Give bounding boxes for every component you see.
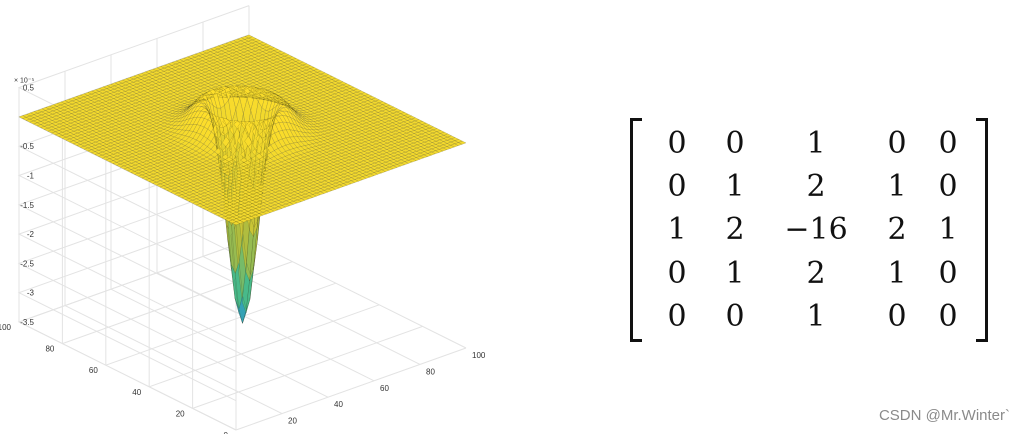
matrix-cell: 1 bbox=[938, 212, 958, 248]
matrix-cell: 1 bbox=[667, 212, 687, 248]
matrix-cell: 0 bbox=[938, 126, 958, 162]
matrix-cell: 0 bbox=[887, 126, 907, 162]
z-tick-label: 0.5 bbox=[23, 84, 35, 93]
x-tick-label: 80 bbox=[426, 367, 435, 376]
z-tick-label: -1 bbox=[27, 172, 35, 181]
x-tick-label: 40 bbox=[334, 400, 343, 409]
matrix-cell: 2 bbox=[806, 169, 826, 205]
matrix-cell: 0 bbox=[667, 126, 687, 162]
matrix-cell: 0 bbox=[667, 298, 687, 334]
z-tick-label: -1.5 bbox=[20, 201, 34, 210]
z-tick-label: -2 bbox=[27, 230, 35, 239]
z-tick-label: -3 bbox=[27, 289, 35, 298]
surface-facet bbox=[458, 140, 467, 145]
matrix-cell: −16 bbox=[784, 212, 848, 248]
y-tick-label: 20 bbox=[176, 409, 185, 418]
z-tick-label: -0.5 bbox=[20, 142, 34, 151]
matrix-right-bracket bbox=[976, 118, 988, 342]
matrix-cell: 0 bbox=[725, 126, 745, 162]
z-exponent-label: × 10⁻⁵ bbox=[14, 78, 35, 85]
floor-grid-line bbox=[192, 325, 423, 409]
floor-grid-line bbox=[105, 282, 336, 366]
matrix-cell: 0 bbox=[725, 298, 745, 334]
y-tick-label: 100 bbox=[0, 323, 12, 332]
matrix-cell: 0 bbox=[667, 255, 687, 291]
floor-grid-line bbox=[62, 261, 293, 345]
matrix-cell: 1 bbox=[725, 169, 745, 205]
matrix-cell: 1 bbox=[887, 169, 907, 205]
y-tick-label: 60 bbox=[89, 366, 98, 375]
wall-grid-line bbox=[17, 210, 250, 402]
y-tick-label: 80 bbox=[45, 345, 54, 354]
matrix-cell: 1 bbox=[806, 126, 826, 162]
y-tick-label: 40 bbox=[132, 388, 141, 397]
matrix-cell: 0 bbox=[938, 169, 958, 205]
matrix-cell: 1 bbox=[725, 255, 745, 291]
x-tick-label: 20 bbox=[288, 417, 297, 426]
matrix-left-bracket bbox=[630, 118, 642, 342]
matrix-cell: 1 bbox=[887, 255, 907, 291]
y-tick-label: 0 bbox=[224, 431, 229, 434]
floor-grid-line bbox=[149, 304, 380, 388]
matrix-cell: 0 bbox=[667, 169, 687, 205]
surface-chart-svg: 0.50-0.5-1-1.5-2-2.5-3-3.5× 10⁻⁵02040608… bbox=[0, 5, 486, 434]
watermark: CSDN @Mr.Winter` bbox=[878, 407, 1010, 424]
floor-grid-line bbox=[248, 239, 467, 349]
wall-grid-line bbox=[17, 180, 250, 372]
floor-grid-line bbox=[110, 288, 329, 398]
x-tick-label: 100 bbox=[472, 351, 486, 360]
kernel-matrix: 0 0 1 0 0 0 1 2 1 0 1 2 −16 2 1 0 1 2 1 0 0 0 1 0 0 bbox=[624, 114, 994, 346]
matrix-grid: 0 0 1 0 0 0 1 2 1 0 1 2 −16 2 1 0 1 2 1 0 0 0 1 0 0 bbox=[648, 122, 970, 338]
surface-plot: 0.50-0.5-1-1.5-2-2.5-3-3.5× 10⁻⁵02040608… bbox=[0, 5, 486, 434]
surface-mesh bbox=[18, 34, 467, 324]
floor-grid-line bbox=[235, 347, 467, 431]
x-tick-label: 60 bbox=[380, 384, 389, 393]
z-tick-label: -2.5 bbox=[20, 259, 34, 268]
matrix-cell: 0 bbox=[887, 298, 907, 334]
matrix-cell: 2 bbox=[725, 212, 745, 248]
wall-grid-line bbox=[17, 239, 250, 431]
matrix-cell: 0 bbox=[938, 255, 958, 291]
matrix-cell: 1 bbox=[806, 298, 826, 334]
matrix-cell: 0 bbox=[938, 298, 958, 334]
floor-grid-line bbox=[64, 305, 283, 415]
matrix-cell: 2 bbox=[887, 212, 907, 248]
z-tick-label: -3.5 bbox=[20, 318, 34, 327]
matrix-cell: 2 bbox=[806, 255, 826, 291]
floor-grid-line bbox=[156, 272, 375, 382]
